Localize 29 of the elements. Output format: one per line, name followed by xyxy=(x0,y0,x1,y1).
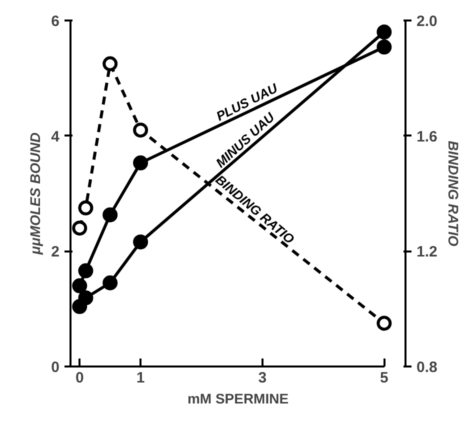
y-axis-title: μμMOLES BOUND xyxy=(27,132,44,256)
y2-axis-title: BINDING RATIO xyxy=(445,140,462,246)
point xyxy=(133,122,148,138)
point xyxy=(376,316,392,331)
y2-tick-label: 1.6 xyxy=(416,128,438,146)
point xyxy=(72,220,88,236)
point xyxy=(78,290,94,306)
x-axis-title: mM SPERMINE xyxy=(187,390,289,406)
y-tick-label: 4 xyxy=(51,128,60,146)
point xyxy=(78,200,94,216)
y2-tick-label: 1.2 xyxy=(416,244,438,261)
point xyxy=(102,56,118,72)
y2-tick-label: 2.0 xyxy=(416,13,438,30)
point xyxy=(78,263,94,278)
y2-tick-label: 0.8 xyxy=(416,359,438,376)
y-tick-label: 2 xyxy=(51,244,60,261)
y-tick-label: 6 xyxy=(51,13,60,30)
point xyxy=(102,207,118,222)
x-tick-label: 3 xyxy=(258,370,267,386)
point xyxy=(376,24,392,40)
x-tick-label: 1 xyxy=(136,370,145,386)
x-tick-label: 5 xyxy=(380,370,388,386)
point xyxy=(72,278,88,294)
point xyxy=(102,275,118,290)
point xyxy=(376,40,392,55)
x-tick-label: 0 xyxy=(75,370,84,386)
y-tick-label: 0 xyxy=(51,359,60,376)
point xyxy=(133,155,148,170)
point xyxy=(133,234,148,250)
